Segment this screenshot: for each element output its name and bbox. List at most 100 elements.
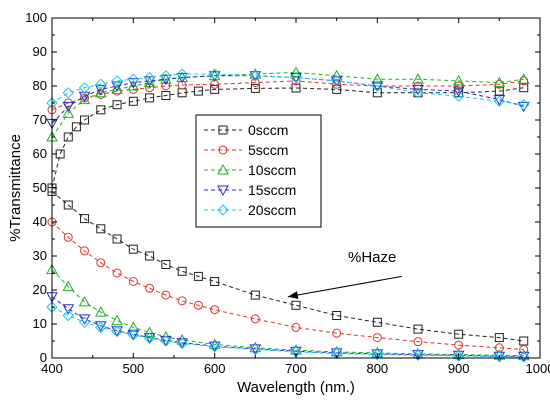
data-point xyxy=(161,91,171,101)
haze-annotation: %Haze xyxy=(287,249,402,299)
data-point xyxy=(62,304,75,315)
data-point xyxy=(161,81,171,91)
data-point xyxy=(412,73,424,84)
series-line-haze-15sccm xyxy=(51,296,524,357)
data-point xyxy=(143,71,156,84)
data-point xyxy=(413,88,423,98)
data-point xyxy=(217,185,229,197)
legend-label: 15sccm xyxy=(248,182,296,198)
y-tick-label: 90 xyxy=(33,44,47,59)
y-tick-label: 70 xyxy=(33,112,47,127)
series-line-haze-5sccm xyxy=(51,221,524,350)
x-tick-label: 700 xyxy=(285,361,307,376)
data-point xyxy=(493,95,506,108)
data-point xyxy=(290,66,302,77)
y-axis-title: %Transmittance xyxy=(7,134,24,242)
y-axis: 0 10 20 30 40 50 60 70 80 90 100 xyxy=(25,10,540,365)
data-point xyxy=(143,76,156,87)
series-20sccm xyxy=(46,68,530,363)
data-point xyxy=(111,325,123,338)
data-point xyxy=(176,337,188,350)
x-tick-label: 900 xyxy=(448,361,470,376)
data-point xyxy=(111,83,123,94)
data-point xyxy=(127,321,140,332)
data-point xyxy=(111,81,123,93)
series-0sccm xyxy=(47,83,529,346)
series-line-haze-10sccm xyxy=(51,269,524,357)
data-point xyxy=(63,200,73,210)
data-point xyxy=(127,329,140,341)
data-point xyxy=(176,73,188,84)
data-point xyxy=(210,84,220,94)
data-point xyxy=(177,80,187,90)
data-point xyxy=(412,87,424,99)
data-point xyxy=(111,314,123,326)
data-point xyxy=(330,69,343,81)
data-point xyxy=(161,260,171,269)
data-point xyxy=(62,309,74,322)
data-point xyxy=(413,337,423,347)
data-point xyxy=(96,224,106,234)
y-tick-label: 80 xyxy=(33,78,47,93)
data-point xyxy=(145,83,155,93)
data-point xyxy=(161,290,171,300)
legend-label: 0sccm xyxy=(248,122,288,138)
data-point xyxy=(95,321,107,334)
data-point xyxy=(517,73,530,84)
data-point xyxy=(71,122,81,132)
data-point xyxy=(249,343,262,356)
legend-entry: 0sccm xyxy=(204,122,288,138)
haze-arrow-line xyxy=(287,275,402,298)
data-point xyxy=(454,329,464,339)
data-point xyxy=(452,350,465,362)
data-point xyxy=(452,90,465,102)
data-point xyxy=(371,73,384,84)
data-point xyxy=(193,300,203,310)
data-point xyxy=(160,70,172,82)
data-point xyxy=(63,232,73,242)
data-point xyxy=(145,251,155,261)
y-tick-label: 40 xyxy=(33,214,47,229)
data-point xyxy=(94,306,107,317)
series-line-transmittance-0sccm xyxy=(51,87,524,189)
data-point xyxy=(176,333,188,345)
data-point xyxy=(371,80,384,92)
data-point xyxy=(96,258,106,268)
data-point xyxy=(412,349,424,361)
y-tick-label: 100 xyxy=(25,10,47,25)
legend-label: 10sccm xyxy=(248,162,296,178)
data-point xyxy=(494,333,504,343)
data-point xyxy=(250,83,260,93)
data-point xyxy=(94,84,107,96)
data-point xyxy=(55,149,65,159)
data-point xyxy=(518,98,530,111)
data-point xyxy=(145,93,155,103)
data-point xyxy=(80,115,90,125)
data-point xyxy=(218,125,228,135)
haze-arrow-head xyxy=(287,291,299,299)
data-point xyxy=(128,96,138,106)
data-point xyxy=(193,86,203,96)
series-line-transmittance-5sccm xyxy=(51,80,524,111)
data-point xyxy=(62,107,75,118)
y-tick-label: 0 xyxy=(40,350,47,365)
data-point xyxy=(160,335,172,347)
series-line-haze-20sccm xyxy=(51,306,524,358)
data-point xyxy=(518,351,530,363)
data-point xyxy=(193,271,203,281)
data-point xyxy=(143,332,156,344)
data-point xyxy=(128,244,138,254)
data-point xyxy=(210,277,220,286)
data-point xyxy=(217,204,229,216)
data-point xyxy=(176,68,188,80)
data-point xyxy=(217,163,229,175)
data-point xyxy=(78,93,91,105)
y-tick-label: 20 xyxy=(33,282,47,297)
data-point xyxy=(371,81,384,93)
legend-label: 20sccm xyxy=(248,202,296,218)
data-point xyxy=(249,70,262,82)
series-line-transmittance-10sccm xyxy=(51,71,524,138)
data-point xyxy=(290,71,302,84)
